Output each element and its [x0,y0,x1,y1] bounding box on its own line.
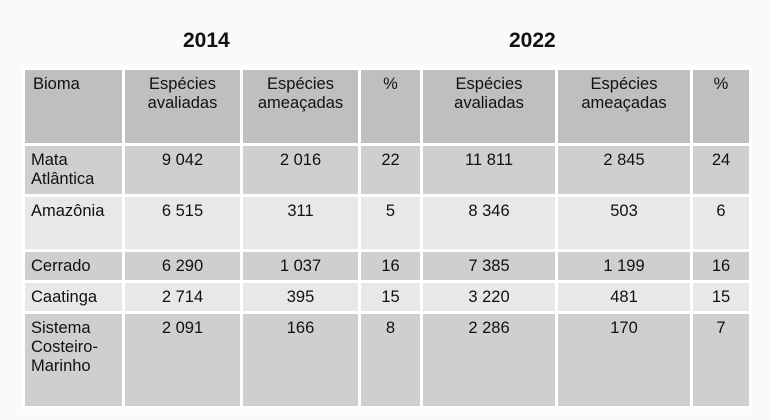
avaliadas-2014-cell: 6 515 [122,194,243,252]
percent-2022-cell: 16 [690,249,752,283]
table-row: Cerrado 6 290 1 037 16 7 385 1 199 16 [22,249,752,283]
avaliadas-2022-cell: 8 346 [420,194,558,252]
header-avaliadas-2022: Espécies avaliadas [420,67,558,146]
avaliadas-2022-cell: 3 220 [420,280,558,314]
header-row: Bioma Espécies avaliadas Espécies ameaça… [22,67,752,146]
biome-species-table: Bioma Espécies avaliadas Espécies ameaça… [22,67,752,409]
bioma-cell: Caatinga [22,280,125,314]
avaliadas-2022-cell: 7 385 [420,249,558,283]
percent-2014-cell: 22 [358,143,423,197]
table-row: Sistema Costeiro-Marinho 2 091 166 8 2 2… [22,311,752,409]
percent-2022-cell: 24 [690,143,752,197]
bioma-cell: Mata Atlântica [22,143,125,197]
ameacadas-2022-cell: 1 199 [555,249,693,283]
bioma-cell: Cerrado [22,249,125,283]
table-row: Caatinga 2 714 395 15 3 220 481 15 [22,280,752,314]
avaliadas-2014-cell: 6 290 [122,249,243,283]
table-row: Mata Atlântica 9 042 2 016 22 11 811 2 8… [22,143,752,197]
ameacadas-2014-cell: 311 [240,194,361,252]
header-avaliadas-2014: Espécies avaliadas [122,67,243,146]
table-row: Amazônia 6 515 311 5 8 346 503 6 [22,194,752,252]
ameacadas-2022-cell: 2 845 [555,143,693,197]
ameacadas-2022-cell: 481 [555,280,693,314]
avaliadas-2022-cell: 11 811 [420,143,558,197]
bioma-cell: Sistema Costeiro-Marinho [22,311,125,409]
avaliadas-2022-cell: 2 286 [420,311,558,409]
avaliadas-2014-cell: 9 042 [122,143,243,197]
header-percent-2014: % [358,67,423,146]
avaliadas-2014-cell: 2 714 [122,280,243,314]
ameacadas-2022-cell: 503 [555,194,693,252]
percent-2022-cell: 15 [690,280,752,314]
ameacadas-2014-cell: 1 037 [240,249,361,283]
year-2022-heading: 2022 [509,29,556,52]
percent-2014-cell: 8 [358,311,423,409]
header-ameacadas-2014: Espécies ameaçadas [240,67,361,146]
avaliadas-2014-cell: 2 091 [122,311,243,409]
year-2014-heading: 2014 [183,29,230,52]
header-percent-2022: % [690,67,752,146]
header-bioma: Bioma [22,67,125,146]
ameacadas-2014-cell: 2 016 [240,143,361,197]
percent-2014-cell: 5 [358,194,423,252]
ameacadas-2022-cell: 170 [555,311,693,409]
percent-2014-cell: 16 [358,249,423,283]
ameacadas-2014-cell: 395 [240,280,361,314]
percent-2014-cell: 15 [358,280,423,314]
percent-2022-cell: 6 [690,194,752,252]
percent-2022-cell: 7 [690,311,752,409]
ameacadas-2014-cell: 166 [240,311,361,409]
header-ameacadas-2022: Espécies ameaçadas [555,67,693,146]
bioma-cell: Amazônia [22,194,125,252]
